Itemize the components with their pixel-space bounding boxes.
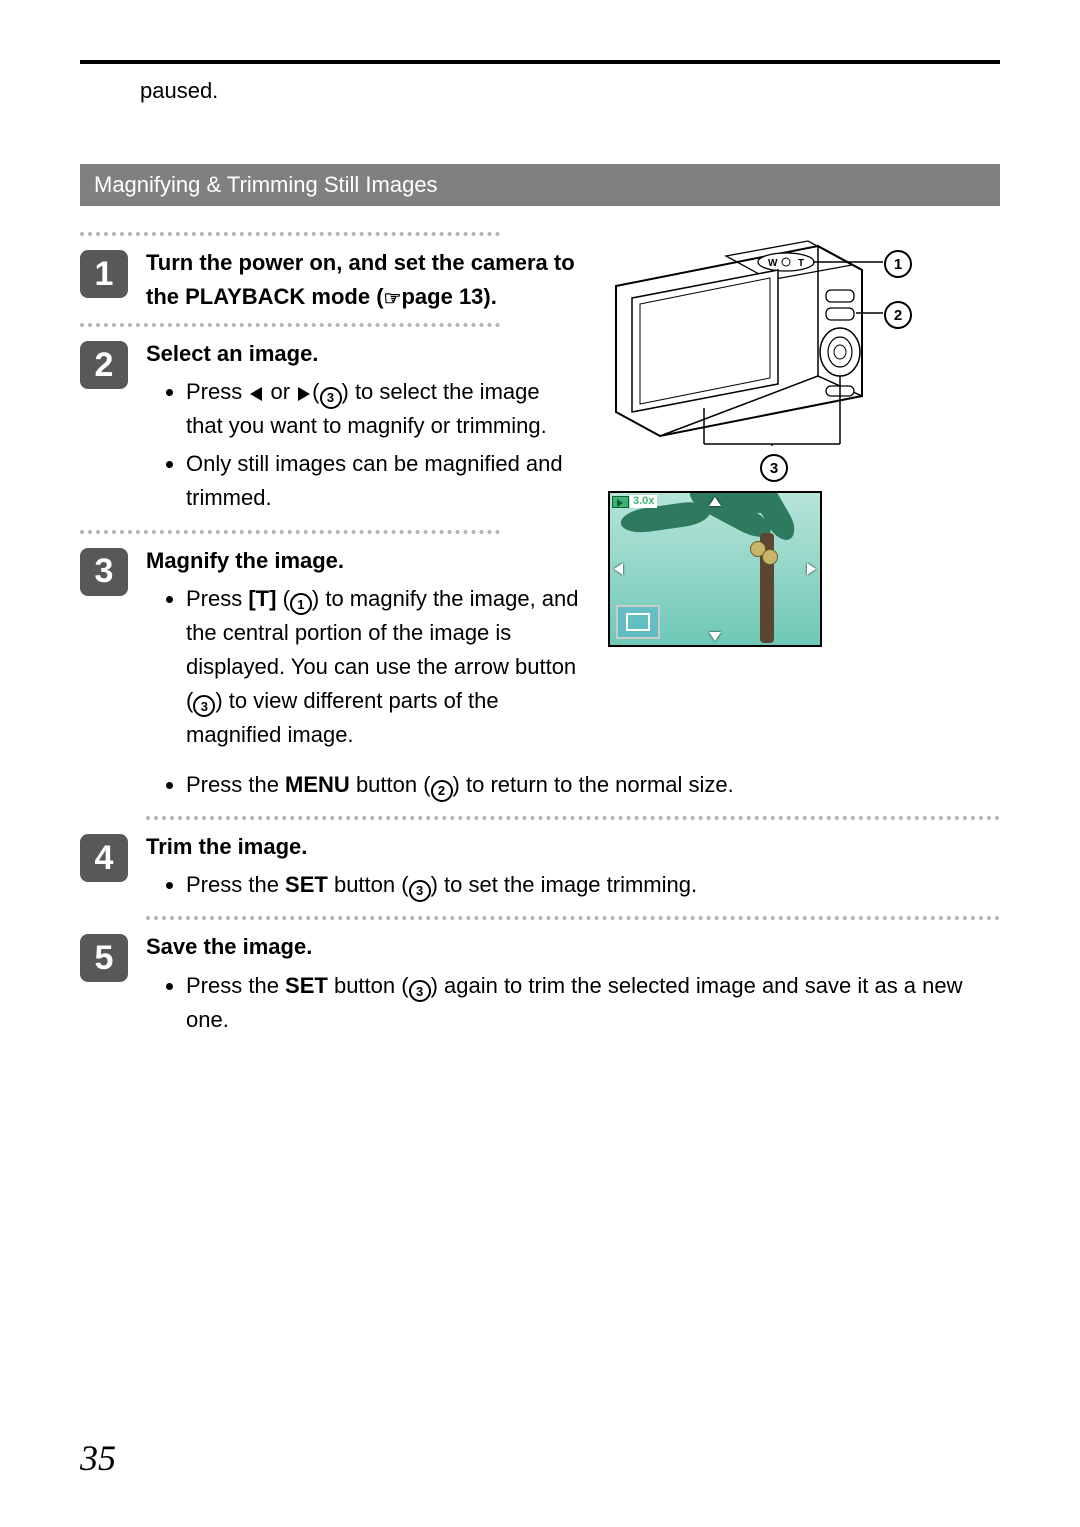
step-4-bullet-1: Press the SET button (3) to set the imag… (186, 868, 1000, 902)
dotted-separator (80, 232, 500, 236)
step-1-body: Turn the power on, and set the camera to… (146, 246, 580, 315)
callout-ref-3: 3 (409, 880, 431, 902)
section-header: Magnifying & Trimming Still Images (80, 164, 1000, 206)
minimap (616, 605, 660, 639)
arrow-up-icon (709, 497, 721, 506)
step-2: 2 Select an image. Press or (3) to selec… (80, 337, 580, 521)
coconut-icon (762, 549, 778, 565)
callout-ref-2: 2 (431, 780, 453, 802)
step-5-title: Save the image. (146, 930, 1000, 964)
step-5: 5 Save the image. Press the SET button (… (80, 930, 1000, 1042)
camera-svg: W T (608, 236, 908, 446)
txt: Press the (186, 772, 285, 797)
step-number-2: 2 (80, 341, 128, 389)
txt: button ( (328, 872, 409, 897)
zoom-preview: 3.0x (608, 491, 822, 647)
callout-ref-3: 3 (409, 980, 431, 1002)
right-column: W T (608, 236, 908, 647)
step-number-4: 4 (80, 834, 128, 882)
step-1-title: Turn the power on, and set the camera to… (146, 250, 575, 309)
txt: or (270, 379, 296, 404)
step-4-body: Trim the image. Press the SET button (3)… (146, 830, 1000, 908)
step-3-body-narrow: Magnify the image. Press [T] (1) to magn… (146, 544, 580, 759)
ref-hand-icon: ☞ (384, 284, 402, 315)
zoom-level-text: 3.0x (630, 495, 657, 508)
txt: Press the (186, 973, 285, 998)
txt: ) to return to the normal size. (453, 772, 734, 797)
step-3-title: Magnify the image. (146, 544, 580, 578)
key-set: SET (285, 973, 328, 998)
top-paused-text: paused. (140, 78, 1000, 104)
callout-1: 1 (884, 250, 912, 278)
step-number-3: 3 (80, 548, 128, 596)
step-5-body: Save the image. Press the SET button (3)… (146, 930, 1000, 1042)
callout-ref-3: 3 (193, 695, 215, 717)
dotted-separator (146, 816, 1000, 820)
txt: ( (276, 586, 289, 611)
step-3-bullets-wide: Press the MENU button (2) to return to t… (146, 768, 1000, 802)
txt: Press the (186, 872, 285, 897)
step-3-bullets-narrow: Press [T] (1) to magnify the image, and … (146, 582, 580, 752)
step-3: 3 Magnify the image. Press [T] (1) to ma… (80, 544, 580, 759)
key-T: [T] (248, 586, 276, 611)
left-arrow-icon (250, 387, 262, 401)
txt: button ( (350, 772, 431, 797)
step-1-title-a: Turn the power on, and set the camera to… (146, 250, 575, 309)
step-4-title: Trim the image. (146, 830, 1000, 864)
step-3-wide: Press the MENU button (2) to return to t… (80, 764, 1000, 808)
arrow-down-icon (709, 632, 721, 641)
step-2-title: Select an image. (146, 337, 580, 371)
svg-text:W: W (768, 258, 778, 269)
key-menu: MENU (285, 772, 350, 797)
dotted-separator (146, 916, 1000, 920)
step-3-bullet-1: Press [T] (1) to magnify the image, and … (186, 582, 580, 752)
minimap-cursor (626, 613, 650, 631)
top-rule (80, 60, 1000, 64)
callout-2: 2 (884, 301, 912, 329)
playback-zoom-badge: 3.0x (612, 495, 657, 508)
dotted-separator (80, 530, 500, 534)
page: paused. Magnifying & Trimming Still Imag… (0, 0, 1080, 1527)
svg-text:T: T (798, 258, 804, 269)
step-2-bullet-1: Press or (3) to select the image that yo… (186, 375, 580, 443)
left-column: 1 Turn the power on, and set the camera … (80, 232, 580, 764)
step-number-5: 5 (80, 934, 128, 982)
callout-ref-1: 1 (290, 593, 312, 615)
step-4: 4 Trim the image. Press the SET button (… (80, 830, 1000, 908)
txt: ) to view different parts of the magnifi… (186, 688, 499, 747)
txt: button ( (328, 973, 409, 998)
key-set: SET (285, 872, 328, 897)
playback-icon (612, 496, 629, 508)
callout-3: 3 (760, 454, 788, 482)
step-2-body: Select an image. Press or (3) to select … (146, 337, 580, 521)
txt: Press (186, 379, 248, 404)
dotted-separator (80, 323, 500, 327)
step-4-bullets: Press the SET button (3) to set the imag… (146, 868, 1000, 902)
two-column-layout: 1 Turn the power on, and set the camera … (80, 232, 1000, 764)
step-3-bullet-2: Press the MENU button (2) to return to t… (186, 768, 1000, 802)
step-3-body-wide: Press the MENU button (2) to return to t… (146, 764, 1000, 808)
camera-diagram: W T (608, 236, 908, 451)
step-5-bullets: Press the SET button (3) again to trim t… (146, 969, 1000, 1037)
step-number-1: 1 (80, 250, 128, 298)
step-1-title-page: page 13). (401, 284, 496, 309)
txt: Press (186, 586, 248, 611)
right-arrow-icon (298, 387, 310, 401)
step-5-bullet-1: Press the SET button (3) again to trim t… (186, 969, 1000, 1037)
arrow-right-icon (807, 563, 816, 575)
step-2-bullets: Press or (3) to select the image that yo… (146, 375, 580, 515)
txt: ) to set the image trimming. (431, 872, 698, 897)
callout-ref-3: 3 (320, 387, 342, 409)
step-2-bullet-2: Only still images can be magnified and t… (186, 447, 580, 515)
page-number: 35 (80, 1437, 116, 1479)
arrow-left-icon (614, 563, 623, 575)
step-1: 1 Turn the power on, and set the camera … (80, 246, 580, 315)
